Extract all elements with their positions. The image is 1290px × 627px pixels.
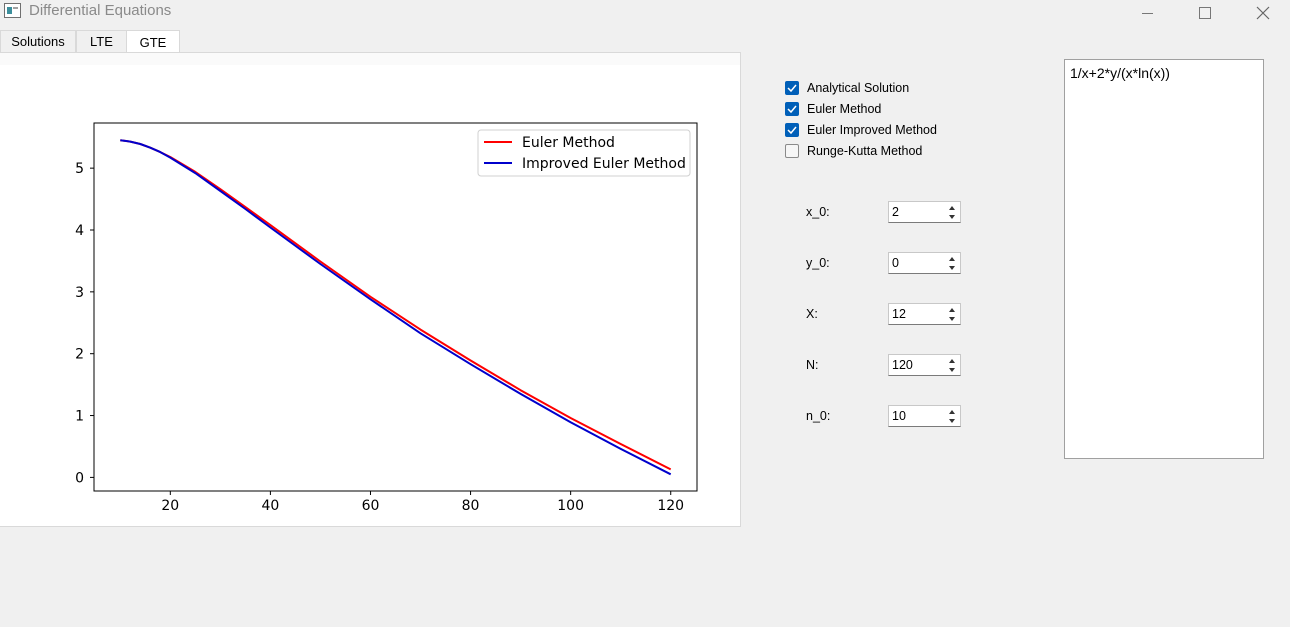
spin-down-button[interactable]: [945, 314, 959, 323]
legend-label: Improved Euler Method: [522, 156, 686, 172]
gte-tab-pane: 20 40 60 80 100 120 0 1 2 3 4 5 Euler Method Improved…: [0, 52, 741, 527]
gte-chart: 20 40 60 80 100 120 0 1 2 3 4 5 Euler Method Improved…: [75, 122, 698, 514]
checkbox-box[interactable]: [785, 123, 799, 137]
maximize-button[interactable]: [1182, 0, 1228, 26]
spin-down-button[interactable]: [945, 365, 959, 374]
chart-legend: [477, 129, 691, 177]
spin-up-button[interactable]: [945, 203, 959, 212]
y-tick-label: 5: [75, 161, 84, 177]
checkbox-euler-method[interactable]: Euler Method: [785, 100, 881, 118]
n0-spinbox[interactable]: 10: [888, 405, 961, 427]
checkbox-runge-kutta-method[interactable]: Runge-Kutta Method: [785, 142, 922, 160]
checkbox-label: Euler Method: [807, 102, 882, 116]
y0-spinbox[interactable]: 0: [888, 252, 961, 274]
arrow-up-icon: [949, 256, 955, 261]
spinbox-arrows: [945, 203, 959, 221]
spin-up-button[interactable]: [945, 356, 959, 365]
window-title: Differential Equations: [29, 2, 172, 19]
x-tick-label: 100: [557, 498, 584, 514]
arrow-down-icon: [949, 316, 955, 321]
checkmark-icon: [787, 84, 797, 92]
tab-solutions[interactable]: Solutions: [0, 30, 76, 52]
spinbox-value[interactable]: 2: [892, 205, 899, 219]
checkmark-icon: [787, 105, 797, 113]
spin-down-button[interactable]: [945, 212, 959, 221]
arrow-down-icon: [949, 418, 955, 423]
y-tick-label: 1: [75, 409, 84, 425]
close-icon: [1256, 6, 1270, 20]
y-tick-label: 0: [75, 470, 84, 486]
label-n: N:: [806, 358, 819, 372]
arrow-down-icon: [949, 265, 955, 270]
checkbox-label: Runge-Kutta Method: [807, 144, 923, 158]
label-y0: y_0:: [806, 256, 830, 270]
spinbox-arrows: [945, 407, 959, 425]
arrow-down-icon: [949, 214, 955, 219]
y-tick-label: 4: [75, 223, 84, 239]
x-tick-label: 80: [462, 498, 480, 514]
label-n0: n_0:: [806, 409, 831, 423]
x-tick-label: 60: [362, 498, 380, 514]
x-tick-label: 20: [161, 498, 179, 514]
minimize-button[interactable]: [1124, 0, 1170, 26]
spinbox-value[interactable]: 10: [892, 409, 906, 423]
x-tick-label: 40: [261, 498, 279, 514]
spinbox-arrows: [945, 305, 959, 323]
checkbox-label: Analytical Solution: [807, 81, 910, 95]
checkbox-analytical-solution[interactable]: Analytical Solution: [785, 79, 909, 97]
n-spinbox[interactable]: 120: [888, 354, 961, 376]
plot-frame: [93, 122, 698, 492]
app-icon: [4, 3, 21, 18]
legend-label: Euler Method: [522, 135, 615, 151]
equation-text[interactable]: 1/x+2*y/(x*ln(x)): [1070, 65, 1170, 81]
label-x0: x_0:: [806, 205, 830, 219]
equation-textbox[interactable]: 1/x+2*y/(x*ln(x)): [1064, 59, 1264, 459]
spinbox-arrows: [945, 356, 959, 374]
arrow-up-icon: [949, 307, 955, 312]
title-bar: Differential Equations: [0, 0, 1290, 30]
minimize-icon: [1141, 12, 1153, 14]
tab-lte[interactable]: LTE: [76, 30, 127, 52]
checkbox-box[interactable]: [785, 144, 799, 158]
spinbox-value[interactable]: 120: [892, 358, 913, 372]
checkbox-euler-improved-method[interactable]: Euler Improved Method: [785, 121, 937, 139]
tab-pane-header: [0, 53, 740, 65]
checkbox-box[interactable]: [785, 81, 799, 95]
arrow-up-icon: [949, 358, 955, 363]
arrow-down-icon: [949, 367, 955, 372]
series-line-euler: [120, 139, 672, 471]
spin-up-button[interactable]: [945, 305, 959, 314]
spinbox-arrows: [945, 254, 959, 272]
x-spinbox[interactable]: 12: [888, 303, 961, 325]
y-tick-label: 2: [75, 347, 84, 363]
x0-spinbox[interactable]: 2: [888, 201, 961, 223]
y-tick-label: 3: [75, 285, 84, 301]
series-line-improved-euler: [120, 139, 672, 476]
label-x: X:: [806, 307, 818, 321]
tab-gte[interactable]: GTE: [126, 30, 180, 54]
checkbox-label: Euler Improved Method: [807, 123, 937, 137]
arrow-up-icon: [949, 409, 955, 414]
checkbox-box[interactable]: [785, 102, 799, 116]
maximize-icon: [1199, 7, 1211, 19]
spinbox-value[interactable]: 0: [892, 256, 899, 270]
checkmark-icon: [787, 126, 797, 134]
spin-down-button[interactable]: [945, 416, 959, 425]
spinbox-value[interactable]: 12: [892, 307, 906, 321]
arrow-up-icon: [949, 205, 955, 210]
spin-up-button[interactable]: [945, 254, 959, 263]
spin-up-button[interactable]: [945, 407, 959, 416]
close-button[interactable]: [1240, 0, 1286, 26]
x-tick-label: 120: [657, 498, 684, 514]
spin-down-button[interactable]: [945, 263, 959, 272]
